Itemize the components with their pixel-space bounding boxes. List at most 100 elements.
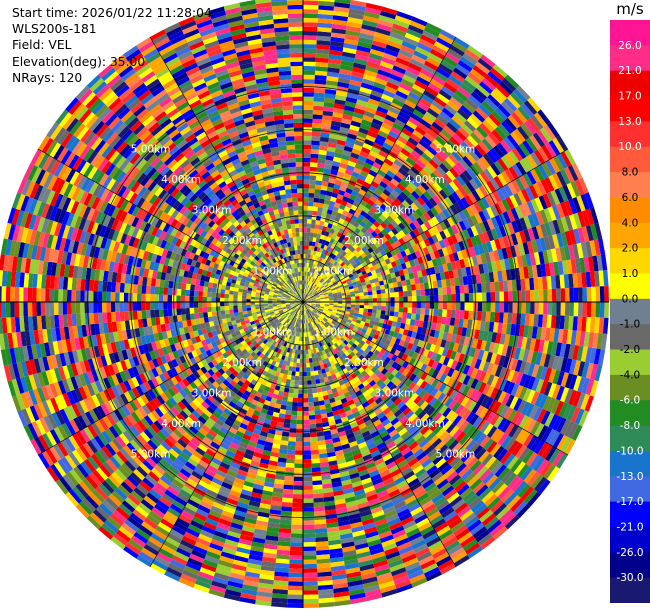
- velocity-gate: [233, 312, 239, 317]
- velocity-gate: [293, 481, 303, 486]
- velocity-gate: [316, 312, 321, 316]
- velocity-gate: [311, 311, 315, 316]
- velocity-gate: [329, 397, 336, 404]
- velocity-gate: [275, 288, 280, 292]
- velocity-gate: [331, 405, 339, 412]
- velocity-gate: [229, 412, 238, 420]
- velocity-gate: [168, 280, 174, 289]
- velocity-gate: [218, 375, 226, 383]
- velocity-gate: [240, 331, 247, 337]
- velocity-gate: [304, 306, 307, 311]
- velocity-gate: [298, 262, 302, 268]
- velocity-gate: [342, 264, 348, 269]
- velocity-gate: [201, 339, 208, 347]
- velocity-gate: [255, 297, 260, 300]
- velocity-gate: [333, 305, 338, 308]
- velocity-gate: [221, 389, 229, 398]
- velocity-gate: [245, 411, 254, 418]
- velocity-gate: [275, 321, 281, 326]
- velocity-gate: [302, 302, 303, 307]
- velocity-gate: [240, 278, 246, 284]
- velocity-gate: [303, 424, 310, 429]
- velocity-gate: [273, 325, 279, 330]
- velocity-gate: [295, 157, 303, 163]
- velocity-gate: [215, 258, 222, 265]
- velocity-gate: [252, 428, 262, 435]
- velocity-gate: [350, 372, 357, 379]
- velocity-gate: [236, 264, 243, 271]
- velocity-gate: [380, 221, 388, 229]
- velocity-gate: [262, 259, 268, 265]
- velocity-gate: [301, 293, 303, 298]
- velocity-gate: [241, 383, 249, 390]
- velocity-gate: [284, 289, 289, 293]
- velocity-gate: [132, 302, 138, 311]
- velocity-gate: [298, 289, 301, 294]
- velocity-gate: [325, 385, 332, 391]
- velocity-gate: [373, 277, 379, 283]
- velocity-gate: [277, 235, 283, 241]
- velocity-gate: [398, 373, 406, 382]
- velocity-gate: [396, 264, 403, 271]
- velocity-gate: [217, 264, 224, 271]
- velocity-gate: [232, 220, 240, 228]
- velocity-gate: [272, 295, 278, 298]
- velocity-gate: [344, 287, 350, 291]
- velocity-gate: [124, 283, 130, 293]
- velocity-gate: [468, 302, 474, 311]
- velocity-gate: [275, 172, 284, 178]
- velocity-gate: [349, 266, 355, 271]
- velocity-gate: [380, 314, 385, 320]
- velocity-gate: [141, 302, 146, 311]
- velocity-gate: [273, 356, 279, 362]
- velocity-gate: [219, 214, 227, 222]
- velocity-gate: [307, 318, 310, 324]
- velocity-gate: [277, 348, 282, 354]
- velocity-gate: [295, 232, 300, 237]
- velocity-gate: [367, 287, 373, 292]
- velocity-gate: [316, 256, 321, 262]
- velocity-gate: [334, 348, 339, 354]
- velocity-gate: [295, 285, 299, 290]
- velocity-gate: [246, 171, 255, 179]
- velocity-gate: [317, 252, 322, 258]
- velocity-gate: [315, 270, 319, 275]
- velocity-gate: [282, 225, 288, 231]
- velocity-gate: [241, 348, 248, 355]
- velocity-gate: [319, 321, 324, 326]
- velocity-gate: [285, 303, 290, 305]
- velocity-gate: [299, 305, 302, 310]
- velocity-gate: [315, 306, 320, 310]
- velocity-gate: [182, 276, 188, 284]
- velocity-gate: [397, 245, 405, 253]
- velocity-gate: [367, 312, 373, 317]
- velocity-gate: [428, 315, 434, 323]
- velocity-gate: [395, 276, 402, 282]
- velocity-gate: [253, 263, 259, 269]
- velocity-gate: [200, 322, 206, 330]
- velocity-gate: [250, 338, 256, 344]
- velocity-gate: [251, 198, 259, 205]
- velocity-gate: [238, 397, 247, 405]
- velocity-gate: [306, 223, 312, 229]
- velocity-gate: [354, 310, 360, 314]
- velocity-gate: [303, 184, 310, 189]
- velocity-gate: [261, 349, 267, 355]
- velocity-gate: [304, 271, 307, 276]
- velocity-gate: [247, 190, 255, 197]
- velocity-gate: [228, 298, 234, 302]
- velocity-gate: [191, 272, 198, 280]
- velocity-gate: [352, 249, 359, 256]
- velocity-gate: [282, 360, 288, 366]
- velocity-gate: [325, 278, 331, 283]
- velocity-gate: [312, 392, 318, 398]
- velocity-gate: [287, 307, 292, 310]
- velocity-gate: [354, 400, 362, 408]
- velocity-gate: [482, 302, 487, 312]
- velocity-gate: [211, 373, 219, 381]
- velocity-gate: [405, 279, 411, 286]
- velocity-gate: [215, 306, 221, 312]
- velocity-gate: [273, 190, 281, 197]
- velocity-gate: [290, 326, 294, 331]
- velocity-gate: [263, 297, 269, 301]
